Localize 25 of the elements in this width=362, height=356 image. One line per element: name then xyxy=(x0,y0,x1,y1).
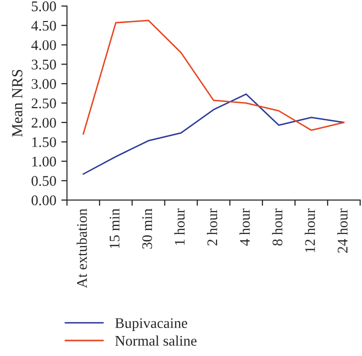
y-tick-label: 1.00 xyxy=(32,156,56,167)
y-tick-label: 5.00 xyxy=(32,1,56,12)
x-tick-label: 1 hour xyxy=(174,208,185,245)
y-axis-title: Mean NRS xyxy=(12,70,22,137)
y-tick-label: 3.00 xyxy=(32,79,56,89)
x-tick-label: 24 hour xyxy=(337,208,348,253)
x-tick-label: 30 min xyxy=(142,208,152,249)
x-tick-label: 2 hour xyxy=(206,208,218,246)
x-tick-label: 8 hour xyxy=(272,208,282,246)
y-tick-label: 3.50 xyxy=(32,60,56,70)
y-tick-label: 2.00 xyxy=(32,118,56,128)
x-tick-label: 4 hour xyxy=(240,208,250,246)
legend-label: Normal saline xyxy=(115,335,196,346)
x-tick-label: At extubation xyxy=(76,208,87,288)
y-tick-label: 1.50 xyxy=(32,137,56,148)
y-tick-label: 0.00 xyxy=(32,195,56,206)
x-tick-label: 12 hour xyxy=(304,208,315,252)
line-series xyxy=(82,93,345,175)
y-tick-label: 2.50 xyxy=(32,98,56,108)
y-tick-label: 4.50 xyxy=(31,20,56,31)
legend-label: Bupivacaine xyxy=(115,318,188,332)
y-tick-label: 4.00 xyxy=(31,40,56,50)
line-series xyxy=(82,20,345,135)
y-tick-label: 0.50 xyxy=(32,176,56,186)
x-tick-label: 15 min xyxy=(110,208,120,248)
